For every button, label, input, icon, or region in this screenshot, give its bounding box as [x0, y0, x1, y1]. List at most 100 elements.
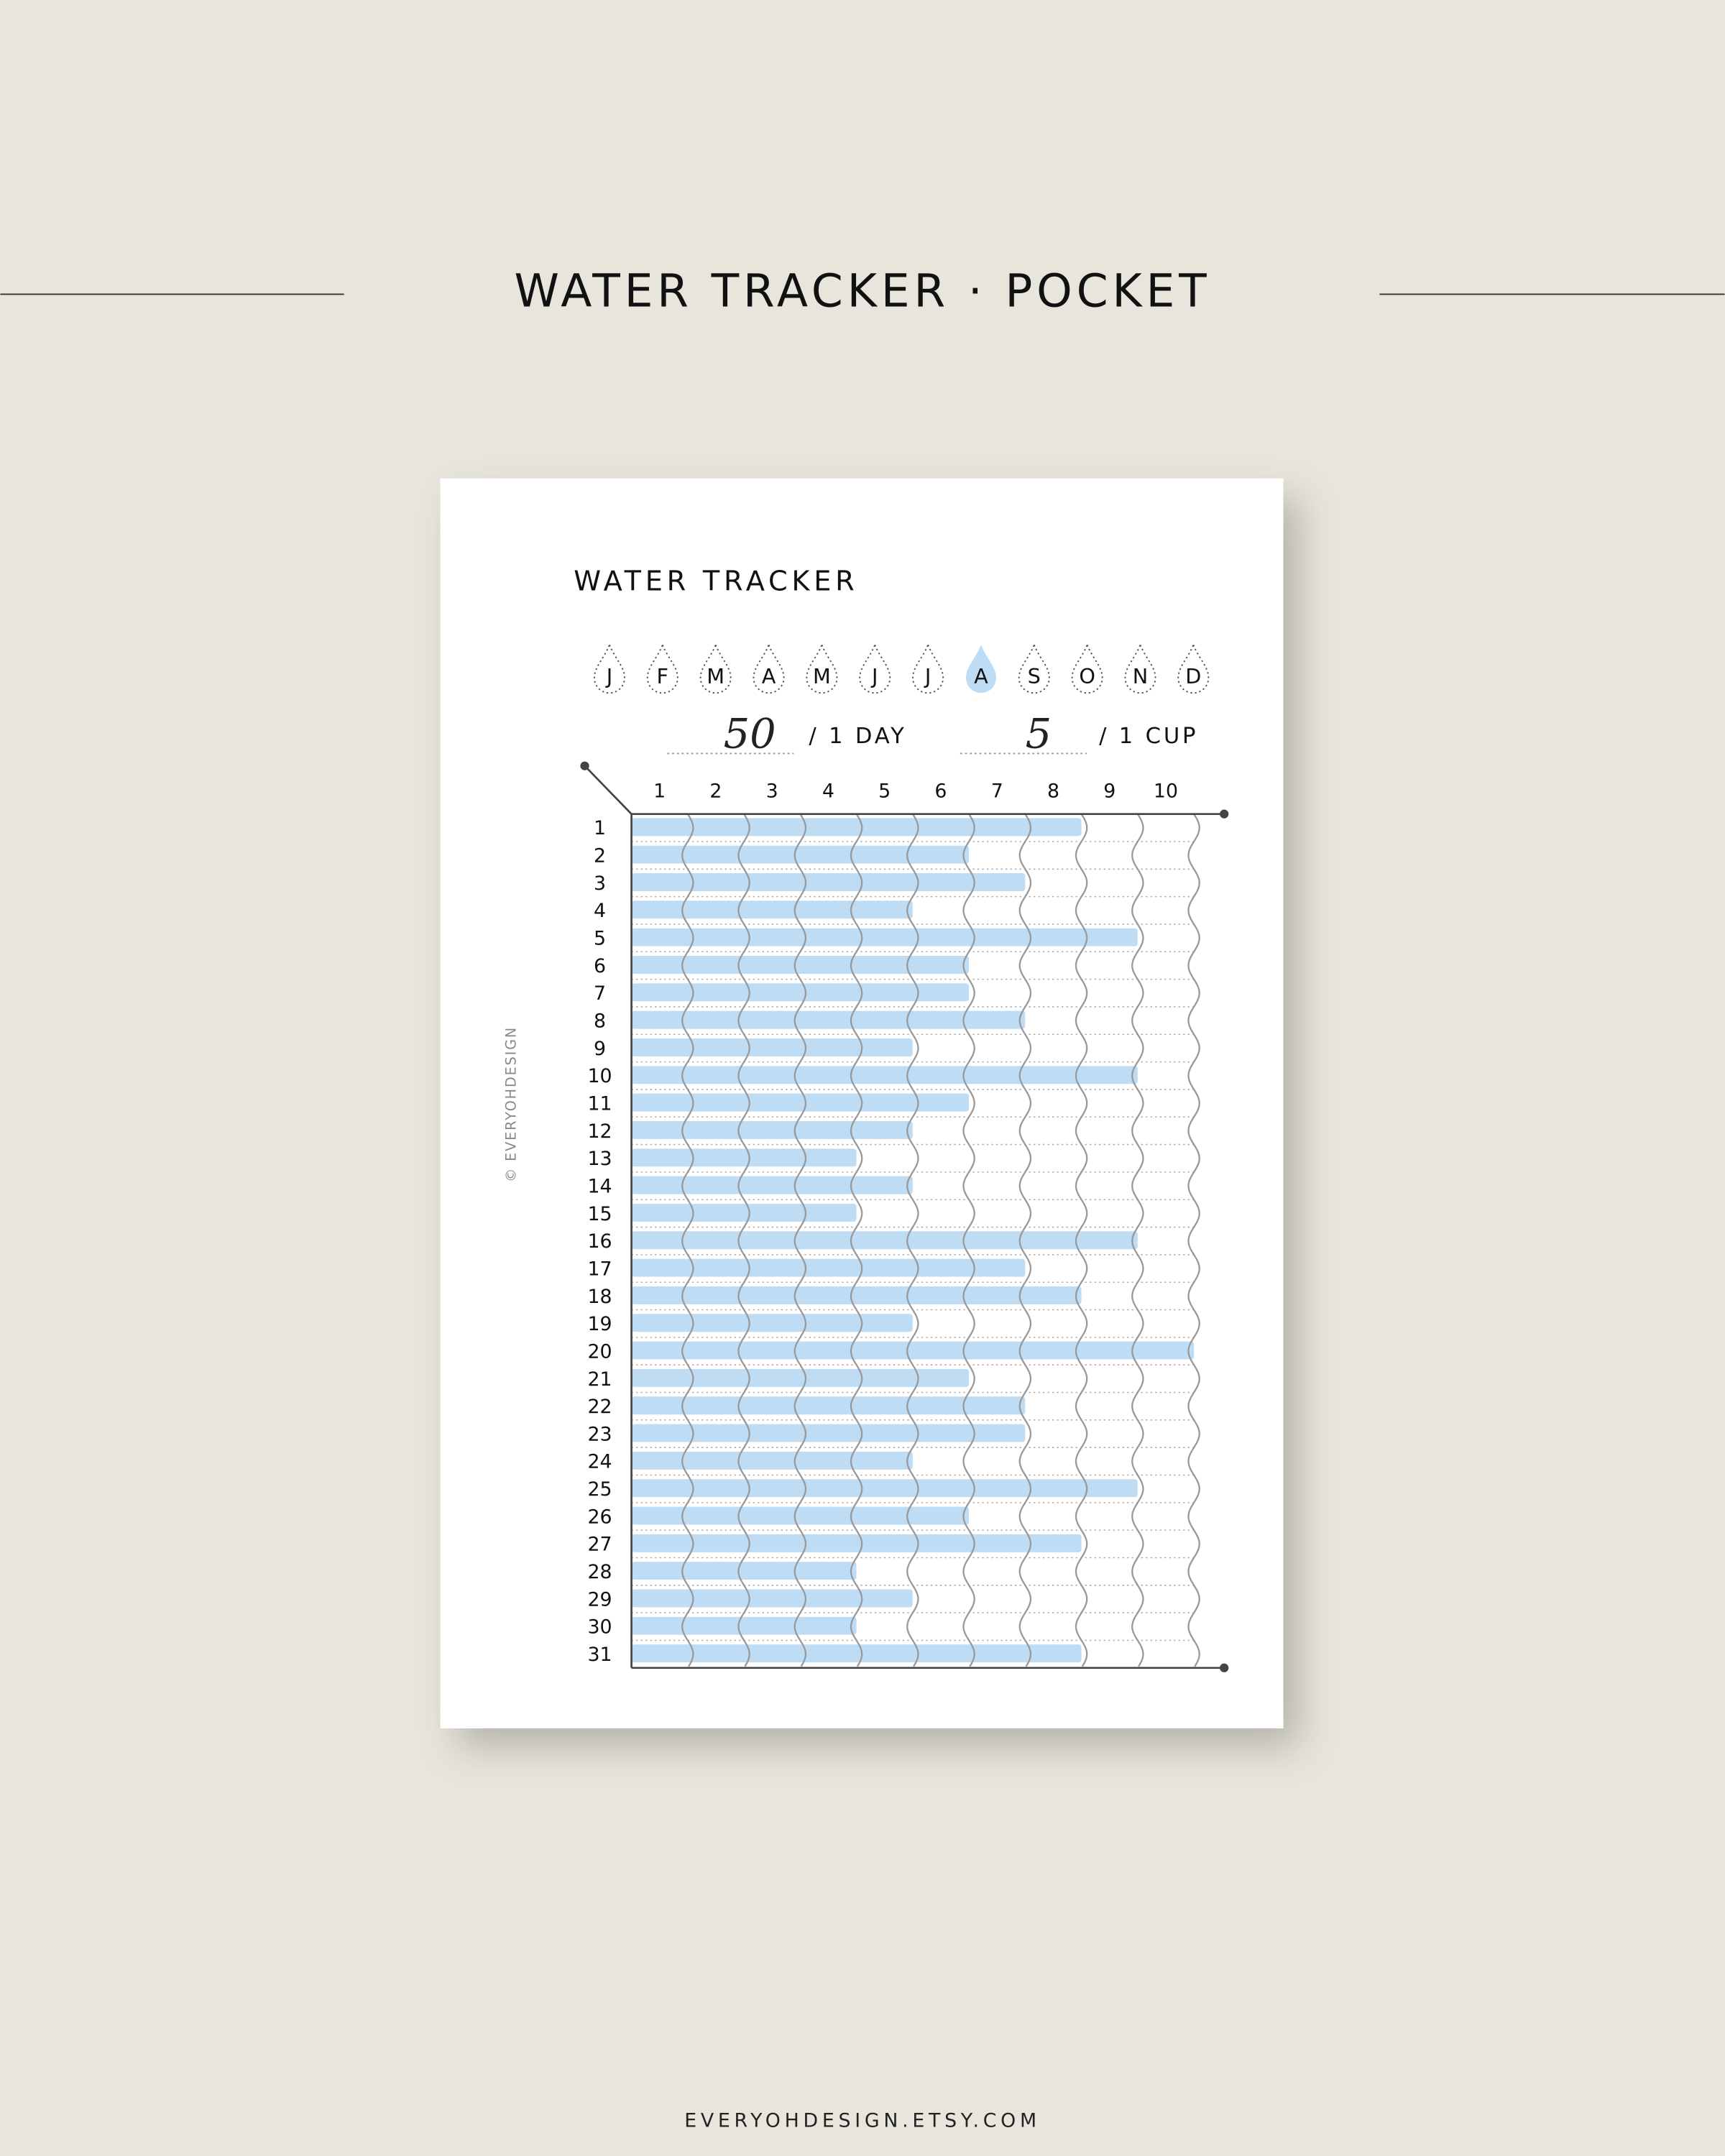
grid-line	[906, 814, 919, 1667]
grid-line	[1187, 814, 1200, 1667]
bar	[631, 1451, 913, 1470]
bar	[631, 928, 1138, 946]
tracker: J F M A M J J A S O N D1234567891011121314151617181…	[580, 642, 1229, 1672]
month-label: J	[924, 664, 931, 688]
day-label: 23	[588, 1423, 612, 1445]
grid-line	[681, 814, 694, 1667]
month-drop	[753, 642, 785, 694]
bar	[631, 1314, 913, 1332]
day-label: 19	[588, 1313, 612, 1335]
bar	[631, 845, 970, 864]
day-label: 26	[588, 1506, 612, 1528]
bar	[631, 1010, 1026, 1029]
x-tick-label: 8	[1047, 780, 1059, 803]
axis-dot	[1220, 1663, 1229, 1672]
banner-title: WATER TRACKER · POCKET	[515, 264, 1211, 318]
day-label: 13	[588, 1148, 612, 1170]
bar	[631, 1148, 857, 1167]
month-drop	[859, 642, 891, 694]
sheet-title: WATER TRACKER	[574, 566, 858, 598]
grid-line	[737, 814, 750, 1667]
month-label: S	[1028, 664, 1041, 688]
bar	[631, 1644, 1082, 1663]
grid-line	[962, 814, 975, 1667]
day-label: 22	[588, 1396, 612, 1418]
month-drop	[806, 642, 838, 694]
grid-line	[1131, 814, 1144, 1667]
bar	[631, 1534, 1082, 1552]
copyright: © EVERYOHDESIGN	[503, 1026, 520, 1182]
bar	[631, 1341, 1195, 1360]
day-label: 28	[588, 1561, 612, 1583]
bar	[631, 956, 970, 974]
footer: EVERYOHDESIGN.ETSY.COM	[684, 2110, 1041, 2132]
day-label: 20	[588, 1340, 612, 1363]
month-label: O	[1079, 664, 1095, 688]
day-label: 24	[588, 1451, 612, 1473]
bar	[631, 1038, 913, 1056]
day-label: 25	[588, 1478, 612, 1501]
axis-dot	[580, 761, 589, 770]
month-drop	[965, 645, 996, 694]
month-label: J	[605, 664, 612, 688]
month-drop	[699, 642, 732, 694]
bar	[631, 983, 970, 1002]
bar	[631, 900, 913, 919]
bar	[631, 1506, 970, 1525]
bar	[631, 818, 1082, 837]
month-label: M	[813, 664, 831, 688]
bar	[631, 1258, 1026, 1277]
bar	[631, 1093, 970, 1112]
month-label: J	[870, 664, 878, 688]
bar	[631, 1479, 1138, 1498]
grid-line	[1018, 814, 1032, 1667]
month-label: N	[1133, 664, 1148, 688]
month-label: F	[657, 664, 669, 688]
bar	[631, 1120, 913, 1139]
month-label: D	[1185, 664, 1201, 688]
day-label: 3	[594, 872, 606, 895]
day-label: 21	[588, 1368, 612, 1391]
bar	[631, 1203, 857, 1222]
month-drop	[646, 642, 678, 694]
day-label: 29	[588, 1588, 612, 1611]
month-label: A	[974, 664, 988, 688]
axis-dot	[1220, 809, 1229, 819]
bar	[631, 1066, 1138, 1084]
bar	[631, 1562, 857, 1580]
day-label: 15	[588, 1203, 612, 1225]
day-label: 16	[588, 1230, 612, 1253]
day-label: 30	[588, 1616, 612, 1639]
bar	[631, 1368, 970, 1387]
bar	[631, 873, 1026, 891]
daily-goal: 50	[724, 710, 776, 758]
day-label: 11	[588, 1093, 612, 1115]
day-label: 31	[588, 1644, 612, 1666]
day-label: 7	[594, 982, 606, 1005]
x-tick-label: 2	[709, 780, 722, 803]
month-drop	[1124, 642, 1156, 694]
x-tick-label: 10	[1154, 780, 1178, 803]
bar	[631, 1424, 1026, 1442]
day-label: 17	[588, 1258, 612, 1280]
bar	[631, 1589, 913, 1608]
grid-line	[850, 814, 863, 1667]
bar	[631, 1176, 913, 1194]
daily-goal-unit: / 1 DAY	[809, 724, 906, 749]
x-tick-label: 6	[934, 780, 947, 803]
day-label: 12	[588, 1120, 612, 1143]
bar	[631, 1616, 857, 1635]
grid-line	[794, 814, 807, 1667]
x-tick-label: 9	[1103, 780, 1116, 803]
month-drop	[912, 642, 944, 694]
x-tick-label: 4	[822, 780, 834, 803]
grid-line	[1075, 814, 1088, 1667]
month-drop	[1018, 642, 1050, 694]
month-label: A	[762, 664, 776, 688]
x-tick-label: 1	[653, 780, 666, 803]
x-tick-label: 7	[991, 780, 1003, 803]
day-label: 10	[588, 1065, 612, 1087]
day-label: 5	[594, 928, 606, 950]
day-label: 6	[594, 955, 606, 977]
